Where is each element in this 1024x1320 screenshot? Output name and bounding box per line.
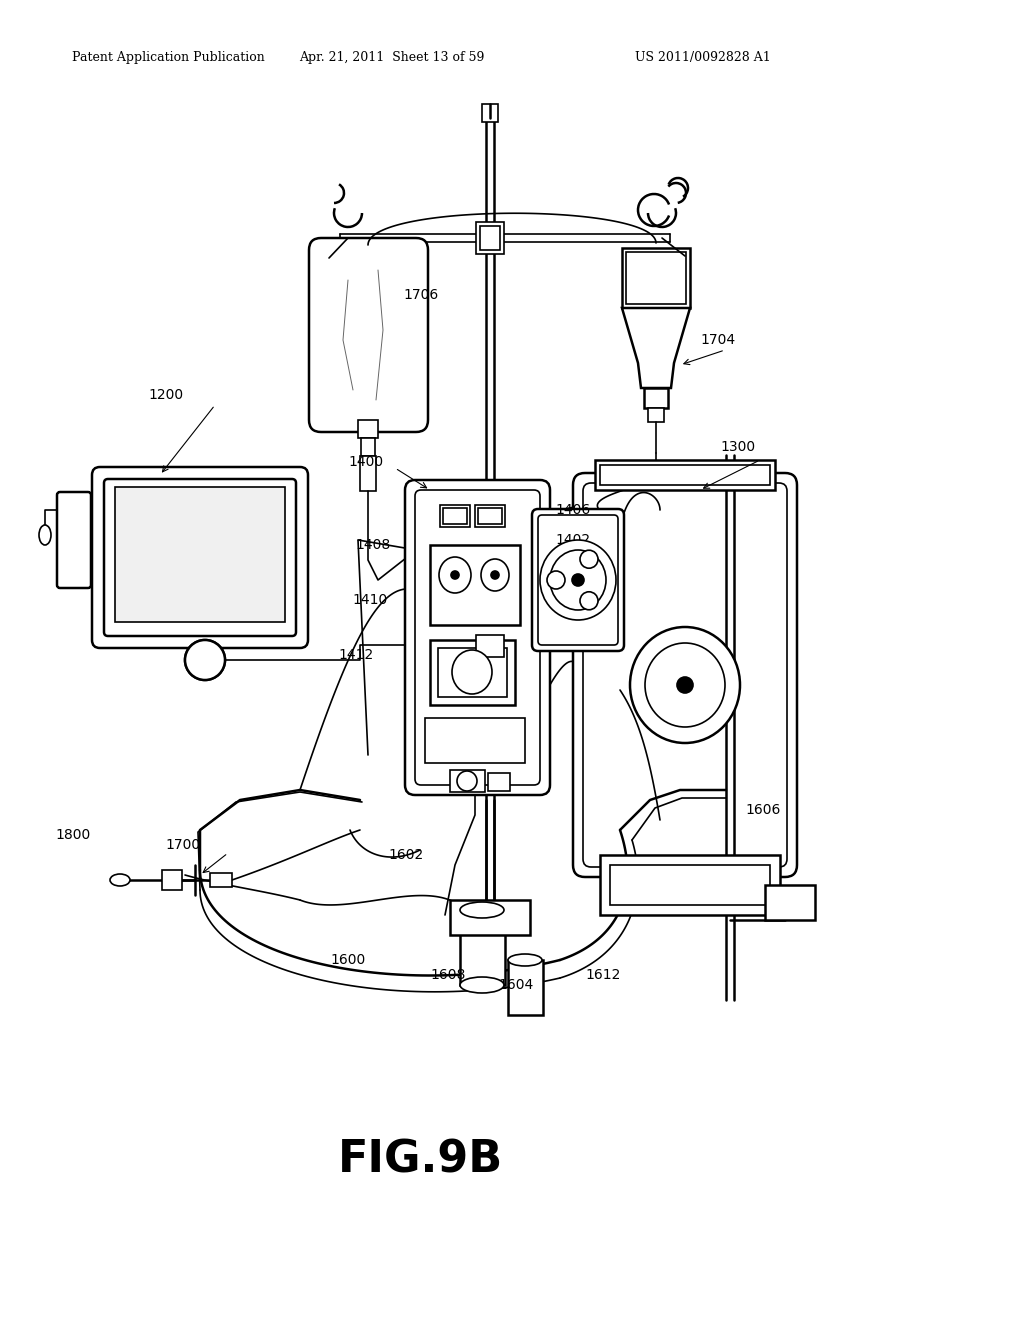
Text: 1410: 1410: [352, 593, 387, 607]
Text: 1404: 1404: [488, 743, 523, 756]
Ellipse shape: [185, 640, 225, 680]
Ellipse shape: [508, 954, 542, 966]
FancyBboxPatch shape: [104, 479, 296, 636]
Text: 1402: 1402: [555, 533, 590, 546]
Text: 1600: 1600: [330, 953, 366, 968]
Bar: [488, 774, 510, 791]
Text: 1700: 1700: [165, 838, 200, 851]
Text: FIG.9B: FIG.9B: [337, 1138, 503, 1181]
Bar: [600, 855, 780, 915]
FancyBboxPatch shape: [573, 473, 797, 876]
Ellipse shape: [481, 558, 509, 591]
Ellipse shape: [540, 540, 616, 620]
Bar: [425, 718, 525, 763]
Bar: [476, 635, 504, 657]
Polygon shape: [622, 308, 690, 388]
Ellipse shape: [630, 627, 740, 743]
Bar: [482, 104, 498, 121]
Text: 1412: 1412: [338, 648, 374, 663]
Ellipse shape: [185, 640, 225, 680]
Text: Patent Application Publication: Patent Application Publication: [72, 51, 265, 65]
Text: 1706: 1706: [403, 288, 438, 302]
Bar: [361, 438, 375, 455]
Bar: [440, 506, 470, 527]
Text: US 2011/0092828 A1: US 2011/0092828 A1: [635, 51, 771, 65]
Bar: [115, 487, 285, 622]
Bar: [475, 506, 505, 527]
Bar: [600, 465, 770, 484]
Bar: [765, 884, 815, 920]
Bar: [648, 483, 664, 498]
Ellipse shape: [580, 550, 598, 568]
Bar: [430, 640, 515, 705]
FancyBboxPatch shape: [532, 510, 624, 651]
Ellipse shape: [677, 677, 693, 693]
Text: 1612: 1612: [585, 968, 621, 982]
Bar: [508, 960, 543, 1015]
FancyBboxPatch shape: [406, 480, 550, 795]
Text: 1704: 1704: [700, 333, 735, 347]
Bar: [360, 455, 376, 491]
Ellipse shape: [452, 649, 492, 694]
Bar: [162, 870, 182, 890]
Ellipse shape: [547, 572, 565, 589]
Text: 1606: 1606: [745, 803, 780, 817]
Bar: [610, 865, 770, 906]
Ellipse shape: [439, 557, 471, 593]
Bar: [478, 508, 502, 524]
Text: 1300: 1300: [720, 440, 755, 454]
Ellipse shape: [460, 977, 504, 993]
Bar: [595, 459, 775, 490]
Bar: [430, 545, 520, 624]
Text: 1400: 1400: [348, 455, 383, 469]
Text: 1604: 1604: [498, 978, 534, 993]
Bar: [480, 226, 500, 249]
Text: Apr. 21, 2011  Sheet 13 of 59: Apr. 21, 2011 Sheet 13 of 59: [299, 51, 484, 65]
Bar: [450, 770, 485, 792]
Ellipse shape: [490, 572, 499, 579]
Bar: [460, 909, 505, 985]
Bar: [438, 648, 507, 697]
Text: 1408: 1408: [355, 539, 390, 552]
Text: 1406: 1406: [555, 503, 590, 517]
Bar: [626, 252, 686, 304]
FancyBboxPatch shape: [57, 492, 91, 587]
Ellipse shape: [451, 572, 459, 579]
Ellipse shape: [39, 525, 51, 545]
Bar: [443, 508, 467, 524]
Text: 1800: 1800: [55, 828, 90, 842]
Bar: [648, 408, 664, 422]
Text: 1200: 1200: [148, 388, 183, 403]
Ellipse shape: [572, 574, 584, 586]
Bar: [210, 873, 232, 887]
Ellipse shape: [457, 771, 477, 791]
Bar: [358, 420, 378, 438]
Bar: [622, 248, 690, 308]
Bar: [476, 222, 504, 253]
Ellipse shape: [580, 591, 598, 610]
Bar: [644, 388, 668, 408]
Bar: [450, 900, 530, 935]
Text: 1602: 1602: [388, 847, 423, 862]
FancyBboxPatch shape: [309, 238, 428, 432]
FancyBboxPatch shape: [92, 467, 308, 648]
Ellipse shape: [110, 874, 130, 886]
Ellipse shape: [460, 902, 504, 917]
Text: 1608: 1608: [430, 968, 465, 982]
